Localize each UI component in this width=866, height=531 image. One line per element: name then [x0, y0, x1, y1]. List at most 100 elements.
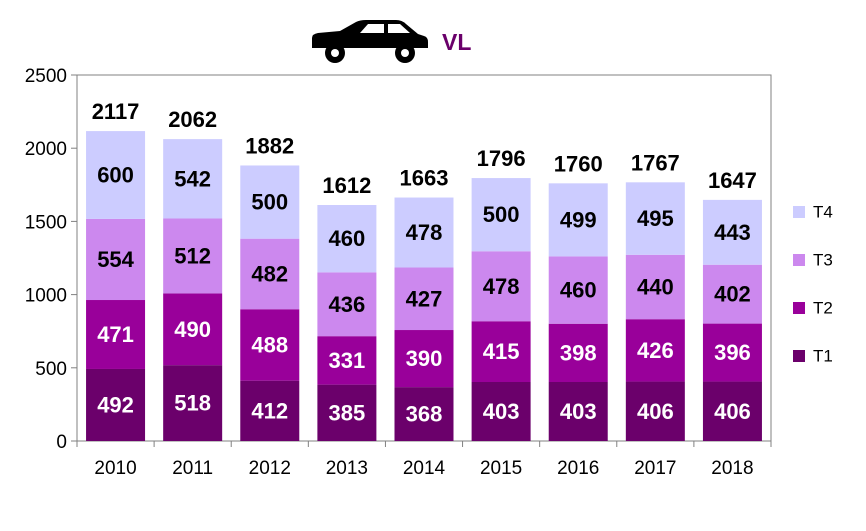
x-tick-label: 2012 [249, 458, 291, 479]
total-label: 1882 [245, 133, 294, 158]
y-tick-label: 1000 [25, 286, 67, 307]
x-tick-label: 2011 [172, 458, 213, 479]
data-label-t3: 512 [174, 243, 211, 268]
bar-segment-t2 [394, 330, 454, 388]
data-label-t1: 403 [560, 399, 597, 424]
bar-segment-t3 [394, 267, 454, 331]
chart-title: VL [442, 29, 471, 55]
bar-segment-t3 [86, 218, 146, 301]
legend-swatch-t2 [793, 302, 805, 314]
bar-segment-t4 [702, 199, 762, 265]
total-label: 1767 [631, 150, 680, 175]
bar-segment-t4 [471, 178, 531, 252]
data-label-t3: 402 [714, 282, 751, 307]
data-label-t2: 471 [97, 322, 134, 347]
data-label-t4: 600 [97, 162, 134, 187]
bar-segment-t2 [240, 309, 300, 381]
data-label-t3: 427 [406, 286, 443, 311]
bar-segment-t3 [317, 272, 377, 337]
bar-segment-t1 [548, 382, 608, 441]
y-tick-label: 2500 [25, 66, 67, 87]
data-label-t1: 412 [251, 398, 288, 423]
data-label-t1: 368 [406, 402, 443, 427]
bar-segment-t1 [86, 368, 146, 441]
data-label-t2: 396 [714, 340, 751, 365]
total-label: 1760 [554, 151, 603, 176]
legend-label-t3: T3 [813, 251, 833, 270]
plot-area: 0 500 1000 1500 2000 2500 492 471 554 600 2117 2010… [25, 66, 772, 479]
legend: T4 T3 T2 T1 [793, 203, 833, 366]
data-label-t2: 415 [483, 339, 520, 364]
legend-swatch-t3 [793, 254, 805, 266]
data-label-t4: 460 [329, 226, 366, 251]
y-tick-label: 0 [56, 432, 67, 453]
bar-segment-t1 [625, 381, 685, 441]
bar-segment-t3 [702, 264, 762, 324]
total-label: 1663 [400, 166, 449, 191]
x-tick-label: 2010 [94, 458, 136, 479]
y-tick-label: 500 [35, 359, 67, 380]
data-label-t2: 398 [560, 340, 597, 365]
total-label: 1647 [708, 168, 757, 193]
car-icon [312, 20, 428, 63]
bar-segment-t1 [163, 365, 223, 441]
data-label-t4: 500 [251, 190, 288, 215]
bar-segment-t3 [625, 254, 685, 320]
total-label: 1612 [322, 173, 371, 198]
legend-swatch-t1 [793, 350, 805, 362]
bar-segment-t1 [317, 384, 377, 441]
data-label-t3: 436 [329, 292, 366, 317]
bar-segment-t2 [163, 293, 223, 366]
x-tick-label: 2017 [634, 458, 676, 479]
bar-segment-t4 [317, 205, 377, 273]
data-label-t3: 440 [637, 274, 674, 299]
bar-segment-t4 [548, 183, 608, 257]
data-label-t3: 478 [483, 274, 520, 299]
data-label-t4: 499 [560, 207, 597, 232]
data-label-t4: 495 [637, 206, 674, 231]
bar-segment-t1 [240, 380, 300, 441]
data-label-t3: 460 [560, 278, 597, 303]
bar-segment-t1 [471, 382, 531, 441]
bar-segment-t1 [394, 387, 454, 441]
data-label-t2: 488 [251, 332, 288, 357]
bar-segment-t2 [471, 321, 531, 383]
bar-segment-t3 [548, 256, 608, 324]
x-tick-label: 2015 [480, 458, 522, 479]
data-label-t2: 390 [406, 346, 443, 371]
data-label-t2: 426 [637, 338, 674, 363]
data-label-t3: 554 [97, 247, 134, 272]
x-tick-label: 2014 [403, 458, 446, 479]
bar-segment-t2 [317, 336, 377, 385]
total-label: 1796 [477, 146, 526, 171]
bar-segment-t3 [163, 218, 223, 294]
bar-segment-t4 [240, 165, 300, 239]
bar-segment-t1 [702, 381, 762, 441]
data-label-t1: 406 [714, 399, 751, 424]
x-tick-label: 2016 [557, 458, 599, 479]
legend-label-t1: T1 [813, 347, 833, 366]
x-tick-label: 2013 [326, 458, 368, 479]
data-label-t4: 443 [714, 220, 751, 245]
bar-segment-t2 [625, 319, 685, 382]
bar-segment-t4 [86, 131, 146, 219]
data-label-t4: 500 [483, 202, 520, 227]
y-tick-label: 2000 [25, 139, 67, 160]
data-label-t4: 542 [174, 166, 211, 191]
data-label-t2: 490 [174, 317, 211, 342]
total-label: 2062 [168, 107, 217, 132]
data-label-t3: 482 [251, 261, 288, 286]
data-label-t4: 478 [406, 220, 443, 245]
legend-swatch-t4 [793, 206, 805, 218]
bar-segment-t4 [625, 182, 685, 255]
data-label-t1: 385 [329, 400, 366, 425]
legend-label-t2: T2 [813, 299, 833, 318]
bar-segment-t4 [394, 197, 454, 268]
bar-segment-t2 [86, 300, 146, 369]
data-label-t2: 331 [329, 348, 366, 373]
total-label: 2117 [92, 99, 140, 124]
data-label-t1: 406 [637, 399, 674, 424]
data-label-t1: 492 [97, 392, 134, 417]
bar-segment-t3 [240, 238, 300, 310]
